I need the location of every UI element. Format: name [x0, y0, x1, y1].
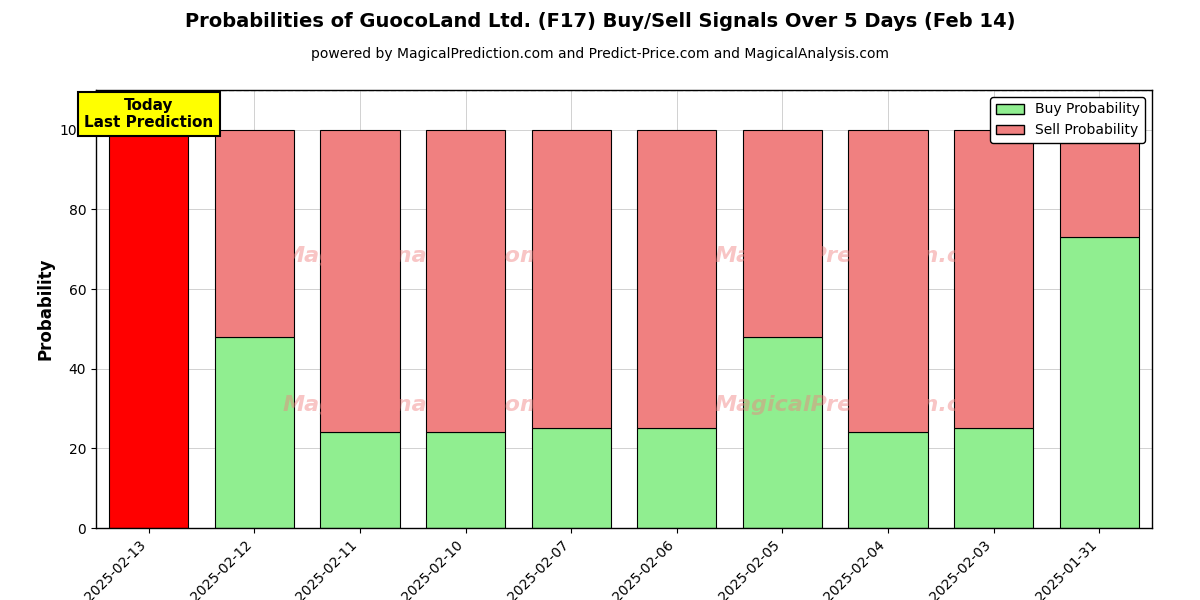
- Bar: [954, 130, 1033, 428]
- Bar: [320, 433, 400, 528]
- Bar: [532, 130, 611, 428]
- Text: MagicalPrediction.com: MagicalPrediction.com: [714, 395, 998, 415]
- Bar: [637, 130, 716, 428]
- Bar: [743, 130, 822, 337]
- Bar: [743, 337, 822, 528]
- Bar: [109, 130, 188, 528]
- Bar: [320, 130, 400, 433]
- Text: MagicalAnalysis.com: MagicalAnalysis.com: [282, 247, 544, 266]
- Y-axis label: Probability: Probability: [36, 258, 54, 360]
- Bar: [1060, 238, 1139, 528]
- Text: Probabilities of GuocoLand Ltd. (F17) Buy/Sell Signals Over 5 Days (Feb 14): Probabilities of GuocoLand Ltd. (F17) Bu…: [185, 12, 1015, 31]
- Bar: [426, 130, 505, 433]
- Bar: [954, 428, 1033, 528]
- Bar: [848, 433, 928, 528]
- Text: powered by MagicalPrediction.com and Predict-Price.com and MagicalAnalysis.com: powered by MagicalPrediction.com and Pre…: [311, 47, 889, 61]
- Bar: [1060, 130, 1139, 238]
- Text: MagicalAnalysis.com: MagicalAnalysis.com: [282, 395, 544, 415]
- Bar: [215, 130, 294, 337]
- Bar: [532, 428, 611, 528]
- Text: MagicalPrediction.com: MagicalPrediction.com: [714, 247, 998, 266]
- Legend: Buy Probability, Sell Probability: Buy Probability, Sell Probability: [990, 97, 1145, 143]
- Bar: [848, 130, 928, 433]
- Bar: [426, 433, 505, 528]
- Text: Today
Last Prediction: Today Last Prediction: [84, 98, 214, 130]
- Bar: [215, 337, 294, 528]
- Bar: [637, 428, 716, 528]
